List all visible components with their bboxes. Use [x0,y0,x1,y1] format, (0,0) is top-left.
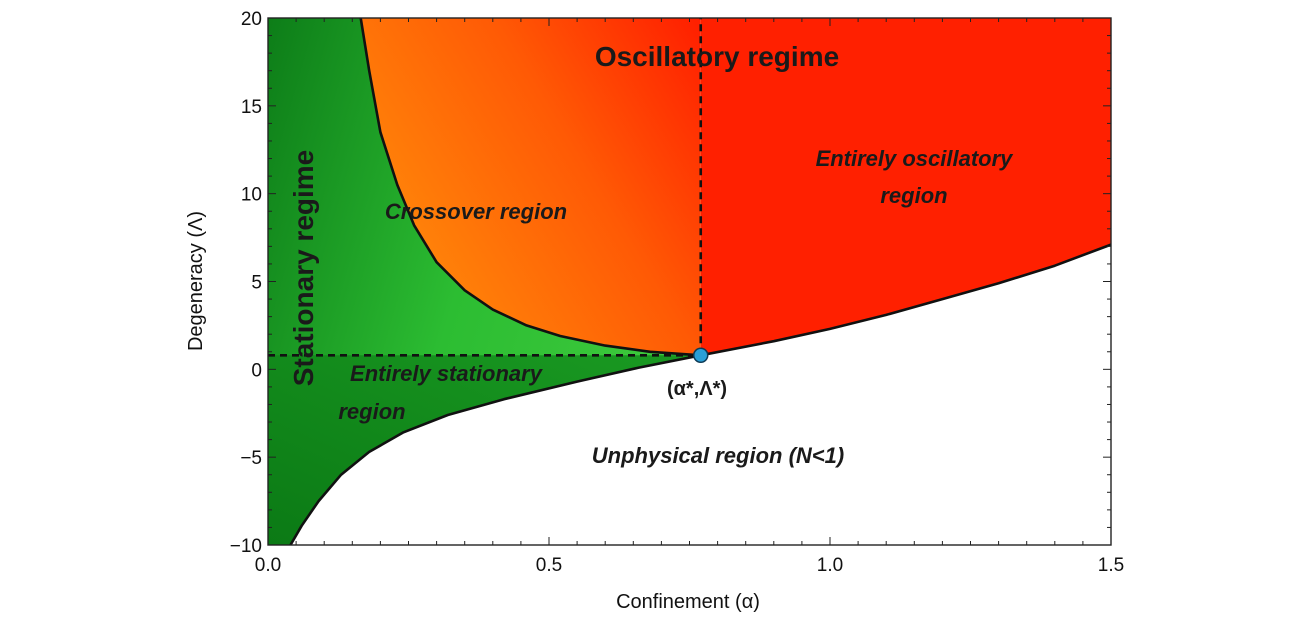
x-axis-label: Confinement (α) [616,591,760,613]
x-tick-label: 0.0 [255,555,281,576]
critical-point-label: (α*,Λ*) [667,378,727,400]
x-tick-label: 1.0 [817,555,843,576]
y-tick-label: 20 [241,9,262,30]
annotation-unphysical-region: Unphysical region (N<1) [592,443,844,468]
axis-ticks: 0.0 0.5 1.0 1.5 −10 −5 0 5 10 15 20 [230,9,1124,576]
reference-lines [268,18,703,357]
annotation-entirely-stationary-line2: region [338,399,405,424]
y-tick-label: 10 [241,185,262,206]
x-tick-label: 1.5 [1098,555,1124,576]
y-tick-label: −5 [240,448,262,469]
y-axis-label: Degeneracy (Λ) [185,211,207,351]
y-tick-label: 0 [251,360,262,381]
annotation-entirely-oscillatory-line2: region [880,183,947,208]
annotation-oscillatory-regime: Oscillatory regime [595,41,839,72]
annotation-entirely-oscillatory-line1: Entirely oscillatory [816,146,1015,171]
annotation-stationary-regime: Stationary regime [288,150,319,387]
region-entirely-stationary [268,355,701,545]
y-tick-label: 15 [241,97,262,118]
y-tick-label: −10 [230,536,262,557]
lower-boundary-curve [289,243,1112,546]
critical-point-marker [692,347,709,364]
annotation-crossover-region: Crossover region [385,199,567,224]
boundary-curves [289,17,1112,546]
region-entirely-oscillatory [700,18,1111,356]
y-tick-label: 5 [251,273,262,294]
critical-points [692,347,709,364]
annotation-entirely-stationary-line1: Entirely stationary [350,361,544,386]
crossover-boundary-curve [359,17,701,357]
x-tick-label: 0.5 [536,555,562,576]
